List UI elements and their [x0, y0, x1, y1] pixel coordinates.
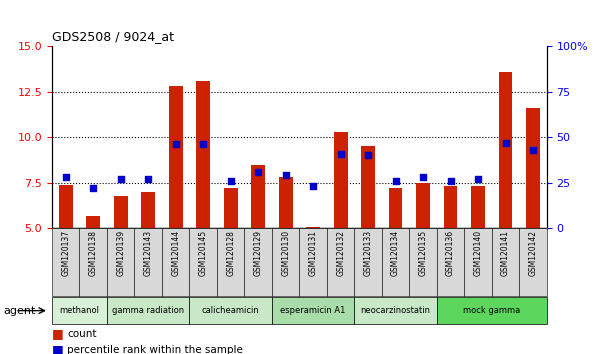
Text: GSM120142: GSM120142	[529, 230, 538, 276]
Text: GSM120140: GSM120140	[474, 230, 483, 276]
Text: GSM120134: GSM120134	[391, 230, 400, 276]
Bar	[224, 188, 238, 228]
Text: GSM120129: GSM120129	[254, 230, 263, 276]
Text: GSM120141: GSM120141	[501, 230, 510, 276]
Text: ■: ■	[52, 327, 64, 341]
Text: GSM120137: GSM120137	[61, 230, 70, 276]
Text: agent: agent	[3, 306, 35, 316]
Bar	[251, 165, 265, 228]
Bar	[306, 227, 320, 228]
Point	[281, 173, 291, 178]
Point	[391, 178, 401, 184]
Text: GSM120131: GSM120131	[309, 230, 318, 276]
Bar	[196, 81, 210, 228]
Text: GSM120130: GSM120130	[281, 230, 290, 276]
Bar	[416, 183, 430, 228]
Point	[61, 175, 71, 180]
Text: GSM120144: GSM120144	[171, 230, 180, 276]
Text: methanol: methanol	[59, 306, 100, 315]
Point	[254, 169, 263, 175]
Bar	[279, 177, 293, 228]
Point	[501, 140, 511, 145]
Text: ■: ■	[52, 343, 64, 354]
Text: GSM120145: GSM120145	[199, 230, 208, 276]
Text: gamma radiation: gamma radiation	[112, 306, 185, 315]
Text: GSM120132: GSM120132	[336, 230, 345, 276]
Point	[446, 178, 456, 184]
Point	[529, 147, 538, 153]
Text: GSM120136: GSM120136	[446, 230, 455, 276]
Bar	[334, 132, 348, 228]
Text: percentile rank within the sample: percentile rank within the sample	[67, 345, 243, 354]
Point	[171, 142, 181, 147]
Point	[226, 178, 236, 184]
Bar	[389, 188, 403, 228]
Point	[336, 151, 346, 156]
Point	[144, 176, 153, 182]
Text: neocarzinostatin: neocarzinostatin	[360, 306, 431, 315]
Point	[363, 153, 373, 158]
Text: GDS2508 / 9024_at: GDS2508 / 9024_at	[52, 30, 174, 44]
Point	[198, 142, 208, 147]
Text: GSM120139: GSM120139	[116, 230, 125, 276]
Bar	[141, 192, 155, 228]
Text: GSM120138: GSM120138	[89, 230, 98, 276]
Point	[418, 175, 428, 180]
Point	[116, 176, 126, 182]
Bar	[169, 86, 183, 228]
Text: esperamicin A1: esperamicin A1	[280, 306, 346, 315]
Bar	[114, 195, 128, 228]
Point	[474, 176, 483, 182]
Text: calicheamicin: calicheamicin	[202, 306, 260, 315]
Bar	[361, 146, 375, 228]
Bar	[444, 187, 458, 228]
Text: GSM120143: GSM120143	[144, 230, 153, 276]
Bar	[526, 108, 540, 228]
Text: count: count	[67, 329, 97, 339]
Text: GSM120133: GSM120133	[364, 230, 373, 276]
Bar	[59, 184, 73, 228]
Text: GSM120128: GSM120128	[226, 230, 235, 276]
Text: mock gamma: mock gamma	[463, 306, 521, 315]
Text: GSM120135: GSM120135	[419, 230, 428, 276]
Bar	[499, 72, 513, 228]
Bar	[471, 187, 485, 228]
Bar	[86, 216, 100, 228]
Point	[89, 185, 98, 191]
Point	[309, 184, 318, 189]
